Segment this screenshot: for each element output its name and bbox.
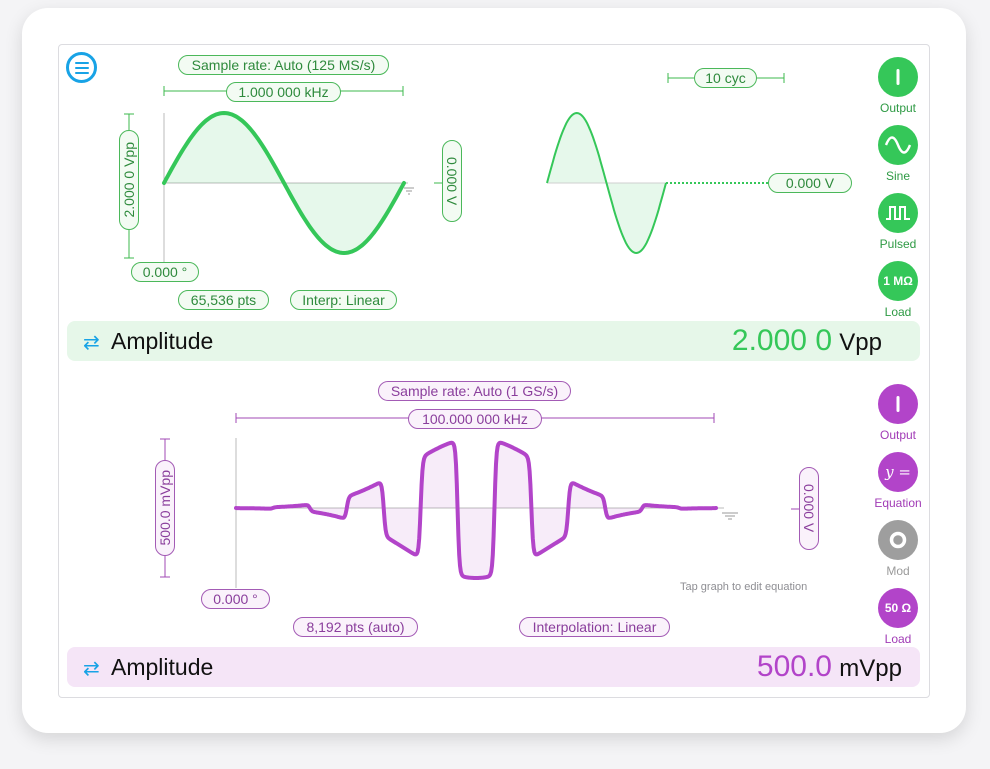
load-icon: 1 MΩ	[878, 261, 918, 301]
ch1-sample-rate-pill[interactable]: Sample rate: Auto (125 MS/s)	[178, 55, 389, 75]
ch1-waveform-sine-button[interactable]: Sine	[862, 125, 934, 183]
ch1-frequency-pill[interactable]: 1.000 000 kHz	[226, 82, 341, 102]
ch1-load-button[interactable]: 1 MΩ Load	[862, 261, 934, 319]
ch1-parameter-value[interactable]: 2.000 0	[731, 324, 832, 357]
ch2-amplitude-pill[interactable]: 500.0 mVpp	[155, 460, 175, 556]
sine-icon	[878, 125, 918, 165]
power-icon	[878, 384, 918, 424]
ch2-equation-trace	[234, 440, 718, 580]
ch1-phase-pill[interactable]: 0.000 °	[131, 262, 199, 282]
ch2-phase-pill[interactable]: 0.000 °	[201, 589, 270, 609]
ch1-cycle-preview-trace	[546, 111, 667, 255]
ch1-parameter-name: Amplitude	[111, 328, 214, 354]
ch2-mod-button[interactable]: Mod	[862, 520, 934, 578]
equation-icon: y =	[878, 452, 918, 492]
swap-arrows-icon[interactable]: ⇄	[83, 332, 100, 354]
menu-button[interactable]	[66, 52, 97, 83]
ch2-amplitude-bar[interactable]: ⇄ Amplitude 500.0 mVpp	[67, 647, 920, 687]
ch1-idle-voltage-pill[interactable]: 0.000 V	[768, 173, 852, 193]
edit-equation-hint: Tap graph to edit equation	[680, 581, 808, 593]
app-screen	[58, 44, 930, 698]
ch2-parameter-value[interactable]: 500.0	[756, 650, 832, 683]
mod-icon	[878, 520, 918, 560]
ch1-parameter-unit: Vpp	[839, 329, 882, 356]
ch2-interpolation-pill[interactable]: Interpolation: Linear	[519, 617, 670, 637]
ch2-equation-button[interactable]: y = Equation	[862, 452, 934, 510]
ch1-output-button[interactable]: Output	[862, 57, 934, 115]
ch1-offset-pill[interactable]: 0.000 V	[442, 140, 462, 222]
ch2-points-pill[interactable]: 8,192 pts (auto)	[293, 617, 418, 637]
ch1-points-pill[interactable]: 65,536 pts	[178, 290, 269, 310]
pulse-icon	[878, 193, 918, 233]
ch1-interpolation-pill[interactable]: Interp: Linear	[290, 290, 397, 310]
ch2-parameter-unit: mVpp	[839, 655, 902, 682]
swap-arrows-icon[interactable]: ⇄	[83, 658, 100, 680]
ch1-cycles-pill[interactable]: 10 cyc	[694, 68, 757, 88]
ch1-amplitude-pill[interactable]: 2.000 0 Vpp	[119, 130, 139, 230]
ch2-parameter-name: Amplitude	[111, 654, 214, 680]
load-icon: 50 Ω	[878, 588, 918, 628]
ch2-frequency-pill[interactable]: 100.000 000 kHz	[408, 409, 542, 429]
ch2-load-button[interactable]: 50 Ω Load	[862, 588, 934, 646]
ch2-equation-fill	[236, 442, 716, 578]
ch2-sample-rate-pill[interactable]: Sample rate: Auto (1 GS/s)	[378, 381, 571, 401]
menu-icon	[75, 62, 89, 65]
ch2-output-button[interactable]: Output	[862, 384, 934, 442]
ch1-amplitude-bar[interactable]: ⇄ Amplitude 2.000 0 Vpp	[67, 321, 920, 361]
ch1-sine-trace	[162, 110, 406, 256]
ch2-offset-pill[interactable]: 0.000 V	[799, 467, 819, 550]
power-icon	[878, 57, 918, 97]
ch1-pulsed-button[interactable]: Pulsed	[862, 193, 934, 251]
